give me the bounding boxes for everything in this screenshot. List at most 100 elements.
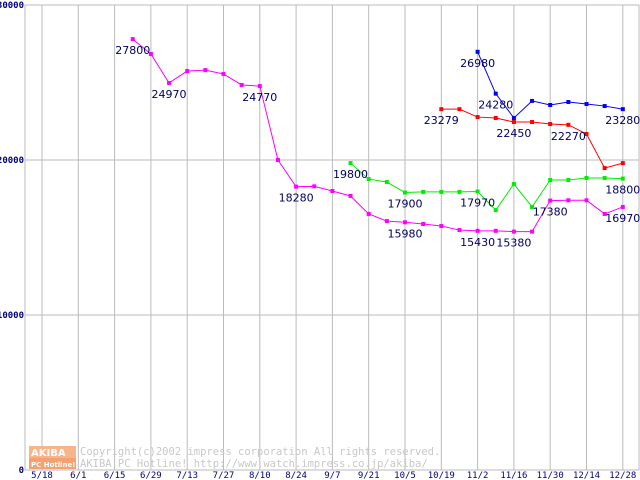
data-label: 17900: [388, 198, 423, 211]
data-point-blue: [584, 102, 589, 107]
data-label: 15980: [388, 227, 423, 240]
x-tick-label: 10/5: [394, 471, 416, 480]
series-layer: [130, 37, 625, 234]
data-point-magenta: [584, 198, 589, 203]
data-label: 22270: [551, 130, 586, 143]
x-tick-label: 7/27: [213, 471, 235, 480]
data-point-magenta: [457, 228, 462, 233]
data-point-red: [493, 115, 498, 120]
y-tick-label: 10000: [0, 311, 24, 321]
x-tick-label: 6/29: [140, 471, 162, 480]
data-point-blue: [493, 91, 498, 96]
data-point-magenta: [185, 69, 190, 74]
x-tick-label: 11/16: [500, 471, 527, 480]
data-point-magenta: [130, 37, 135, 42]
series-line-red: [441, 108, 623, 169]
data-point-magenta: [348, 193, 353, 198]
data-point-magenta: [221, 71, 226, 76]
data-point-red: [602, 166, 607, 171]
data-point-green: [421, 189, 426, 194]
x-tick-label: 5/18: [31, 471, 53, 480]
data-point-red: [475, 115, 480, 120]
data-point-magenta: [366, 211, 371, 216]
data-point-blue: [548, 102, 553, 107]
data-label: 18280: [279, 192, 314, 205]
data-point-red: [620, 161, 625, 166]
data-point-green: [511, 182, 516, 187]
data-point-green: [566, 177, 571, 182]
data-label: 23280: [605, 114, 640, 127]
data-point-magenta: [239, 82, 244, 87]
logo-top-bg: [29, 446, 76, 458]
data-label: 22450: [496, 127, 531, 140]
data-point-magenta: [203, 68, 208, 73]
data-point-red: [548, 122, 553, 127]
x-tick-label: 12/28: [609, 471, 636, 480]
y-tick-label: 0: [19, 466, 24, 476]
data-point-red: [511, 120, 516, 125]
data-point-green: [548, 177, 553, 182]
x-tick-label: 6/1: [70, 471, 86, 480]
data-point-green: [366, 177, 371, 182]
data-point-magenta: [566, 198, 571, 203]
url-text: AKIBA PC Hotline! http://www.watch.impre…: [80, 458, 428, 470]
data-point-magenta: [548, 198, 553, 203]
data-label: 26980: [460, 57, 495, 70]
watermark: AKIBA PC Hotline! Copyright(c)2002 impre…: [29, 446, 440, 470]
data-label: 19800: [333, 168, 368, 181]
x-tick-label: 8/10: [249, 471, 271, 480]
data-point-red: [530, 120, 535, 125]
data-point-green: [530, 204, 535, 209]
series-line-green: [350, 162, 623, 211]
x-tick-label: 12/14: [573, 471, 600, 480]
data-point-magenta: [475, 228, 480, 233]
x-tick-label: 6/15: [104, 471, 126, 480]
x-tick-label: 7/13: [176, 471, 198, 480]
data-point-magenta: [312, 184, 317, 189]
logo-text-top: AKIBA: [31, 448, 66, 459]
data-point-blue: [566, 100, 571, 105]
data-label: 18800: [605, 184, 640, 197]
data-point-magenta: [602, 211, 607, 216]
data-point-red: [566, 122, 571, 127]
data-point-blue: [620, 107, 625, 112]
logo-text-bottom: PC Hotline!: [31, 461, 75, 469]
y-tick-label: 30000: [0, 1, 24, 11]
data-point-green: [457, 189, 462, 194]
data-label: 24280: [478, 99, 513, 112]
data-point-green: [620, 176, 625, 181]
data-point-magenta: [330, 189, 335, 193]
series-line-magenta: [132, 38, 623, 233]
x-tick-label: 10/19: [428, 471, 455, 480]
data-point-magenta: [511, 229, 516, 234]
data-label: 23279: [424, 114, 459, 127]
data-point-blue: [475, 49, 480, 54]
data-point-green: [584, 175, 589, 180]
data-point-magenta: [294, 184, 299, 189]
data-point-magenta: [530, 229, 535, 234]
data-point-green: [403, 190, 407, 195]
data-label: 15430: [460, 236, 495, 249]
labels-layer: 27800 24970 24770 18280 15980 15430 15380 17380…: [115, 44, 640, 250]
data-point-magenta: [421, 222, 426, 227]
data-point-magenta: [493, 228, 498, 233]
data-point-magenta: [275, 158, 280, 162]
x-tick-label: 11/30: [537, 471, 564, 480]
y-tick-label: 20000: [0, 156, 24, 166]
x-tick-label: 8/24: [285, 471, 307, 480]
data-label: 15380: [496, 237, 531, 250]
logo-bottom-bg: [29, 458, 76, 469]
data-point-magenta: [148, 51, 153, 56]
data-label: 24970: [152, 88, 187, 101]
x-tick-label: 9/21: [358, 471, 380, 480]
data-point-magenta: [167, 80, 172, 85]
data-label: 27800: [115, 44, 150, 57]
data-point-blue: [530, 98, 535, 103]
data-point-green: [602, 175, 607, 180]
data-point-magenta: [384, 219, 389, 224]
x-tick-label: 9/7: [324, 471, 340, 480]
data-point-green: [475, 189, 480, 194]
data-point-green: [439, 189, 444, 194]
